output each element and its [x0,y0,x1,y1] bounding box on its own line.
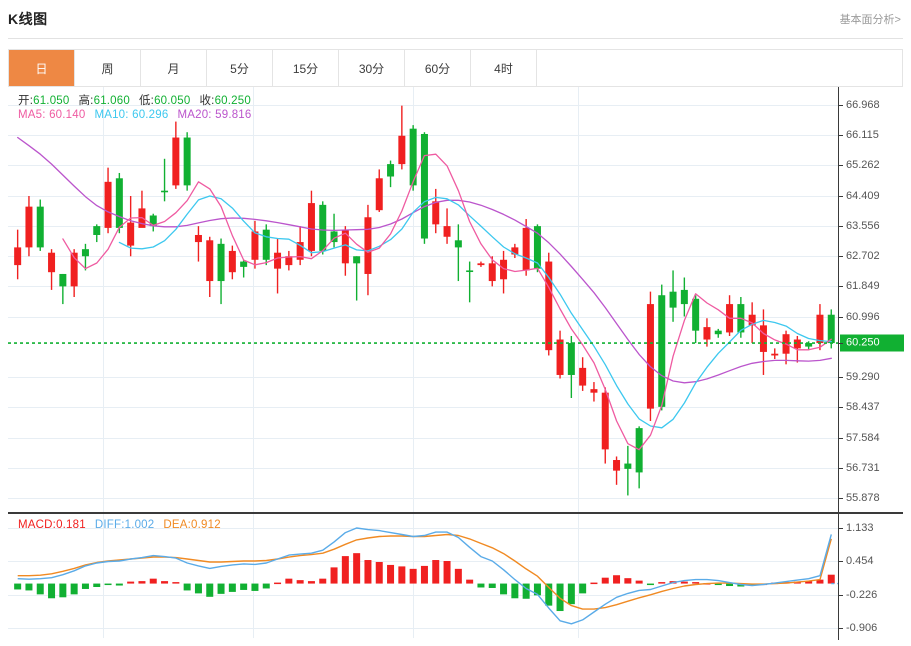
price-axis-tick [839,377,843,378]
tab-4时[interactable]: 4时 [471,50,537,86]
candlestick-series [8,105,838,496]
price-axis-tick [839,135,843,136]
tab-日[interactable]: 日 [9,50,75,86]
price-axis-tick [839,226,843,227]
tab-bar-filler [537,50,903,86]
price-axis-tick [839,196,843,197]
macd-axis-tick [839,628,843,629]
ma10-label: MA10: [94,109,129,121]
header-divider [8,38,903,39]
price-axis-label: 63.556 [846,219,880,232]
ma5-label: MA5: [18,109,46,121]
price-axis-label: 65.262 [846,159,880,172]
price-axis-label: 66.968 [846,99,880,111]
price-axis-label: 62.702 [846,250,880,263]
timeframe-tabs: 日周月 5分 15分 30分 60分 4时 [8,49,903,87]
ma20-label: MA20: [177,109,212,121]
price-axis: 66.968 66.115 65.262 64.409 63.556 62.702 61.8… [838,87,904,512]
macd-axis-tick [839,528,843,529]
ma10-value: 60.296 [132,109,169,121]
tab-5分[interactable]: 5分 [207,50,273,86]
macd-label: MACD: [18,519,57,531]
macd-series [14,527,838,625]
page-header: K线图 基本面分析> [0,0,911,38]
fundamental-analysis-link[interactable]: 基本面分析> [839,14,901,26]
high-value: 61.060 [93,95,130,107]
open-label: 开: [18,95,34,107]
last-price-badge: 60.250 [840,334,904,352]
close-value: 60.250 [214,95,251,107]
macd-axis: 1.133 0.454 -0.226 -0.906 [838,514,903,640]
tab-30分[interactable]: 30分 [339,50,405,86]
macd-axis-tick [839,561,843,562]
price-axis-tick [839,165,843,166]
macd-value: 0.181 [56,519,86,531]
ma-readout: MA5: 60.140 MA10: 60.296 MA20: 59.816 [18,109,252,121]
price-axis-tick [839,286,843,287]
price-axis-tick [839,105,843,106]
tab-60分[interactable]: 60分 [405,50,471,86]
macd-pane: MACD:0.181 DIFF:1.002 DEA:0.912 1.133 0.454… [8,512,903,640]
price-axis-tick [839,317,843,318]
dea-value: 0.912 [191,519,221,531]
price-axis-tick [839,438,843,439]
price-axis-tick [839,498,843,499]
ma20-value: 59.816 [215,109,252,121]
price-axis-label: 61.849 [846,280,880,293]
price-axis-label: 66.115 [846,129,879,142]
low-label: 低: [138,95,155,107]
tab-周[interactable]: 周 [75,50,141,86]
page-title: K线图 [8,11,48,27]
price-axis-label: 56.731 [846,461,880,474]
macd-axis-tick [839,595,843,596]
close-label: 收: [199,95,215,107]
price-axis-tick [839,407,843,408]
macd-axis-label: -0.226 [846,588,878,601]
price-axis-label: 59.290 [846,371,880,384]
diff-value: 1.002 [124,519,155,531]
price-axis-label: 55.878 [846,492,880,504]
chart-shell: 开:61.050 高:61.060 低:60.050 收:60.250 MA5: 60… [8,87,904,640]
macd-gridlines [8,514,838,638]
open-value: 61.050 [33,95,70,107]
macd-plot-area[interactable]: MACD:0.181 DIFF:1.002 DEA:0.912 [8,514,838,640]
ohlc-readout: 开:61.050 高:61.060 低:60.050 收:60.250 [18,92,251,108]
price-axis-label: 64.409 [846,189,880,202]
high-label: 高: [78,95,94,107]
macd-axis-label: 1.133 [846,522,874,534]
price-axis-label: 57.584 [846,431,880,444]
price-axis-label: 60.996 [846,310,880,323]
price-axis-label: 58.437 [846,401,880,414]
ma5-value: 60.140 [49,109,86,121]
low-value: 60.050 [154,95,191,107]
price-pane: 开:61.050 高:61.060 低:60.050 收:60.250 MA5: 60… [8,87,904,512]
price-plot-area[interactable]: 开:61.050 高:61.060 低:60.050 收:60.250 MA5: 60… [8,87,838,512]
tab-15分[interactable]: 15分 [273,50,339,86]
dea-label: DEA: [163,519,192,531]
macd-readout: MACD:0.181 DIFF:1.002 DEA:0.912 [18,519,221,531]
macd-axis-label: 0.454 [846,555,874,568]
price-axis-tick [839,468,843,469]
last-price-tick [839,343,843,344]
diff-label: DIFF: [94,519,125,531]
macd-axis-label: -0.906 [846,622,878,634]
tab-月[interactable]: 月 [141,50,207,86]
price-axis-tick [839,256,843,257]
